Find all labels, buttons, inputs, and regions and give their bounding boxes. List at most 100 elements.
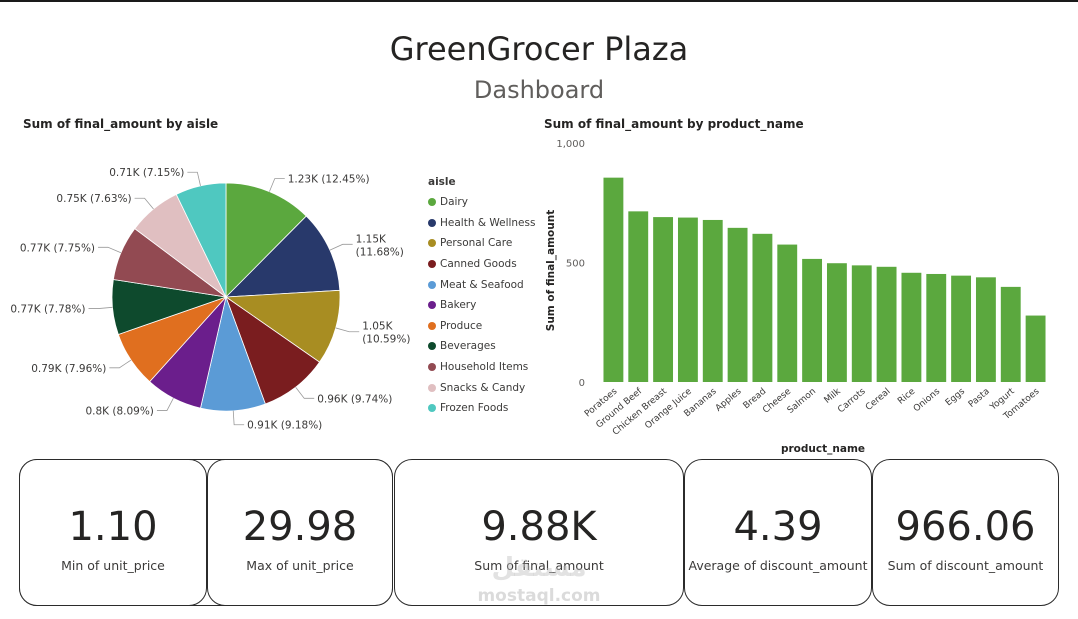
bar-rice xyxy=(901,272,922,382)
bar-chart-title: Sum of final_amount by product_name xyxy=(544,117,804,131)
pie-data-label: 0.71K (7.15%) xyxy=(109,167,184,179)
pie-data-label: 0.77K (7.78%) xyxy=(10,304,85,316)
bar-salmon xyxy=(802,258,823,382)
legend-label: Health & Wellness xyxy=(440,216,536,229)
legend-item-bakery[interactable]: Bakery xyxy=(428,295,535,316)
legend-marker xyxy=(428,301,436,310)
pie-leader-line xyxy=(88,306,113,309)
pie-data-label: 1.15K (11.68%) xyxy=(356,233,404,258)
top-border xyxy=(0,0,1078,2)
legend-marker xyxy=(428,280,436,289)
card-value: 966.06 xyxy=(895,504,1036,550)
x-tick-label: Salmon xyxy=(786,387,818,416)
pie-leader-line xyxy=(98,246,122,254)
legend-item-dairy[interactable]: Dairy xyxy=(428,192,535,213)
legend-marker xyxy=(428,404,436,413)
x-tick-label: Apples xyxy=(714,386,744,413)
pie-leader-line xyxy=(295,386,315,399)
pie-data-label: 0.75K (7.63%) xyxy=(56,193,131,205)
x-tick-label: Milk xyxy=(823,386,844,406)
pie-data-label: 0.8K (8.09%) xyxy=(85,406,153,418)
card-label: Max of unit_price xyxy=(246,558,354,573)
pie-leader-line xyxy=(156,397,174,411)
pie-chart: 1.23K (12.45%) 1.15K (11.68%) 1.05K (10.59%)… xyxy=(10,167,410,432)
card-value: 29.98 xyxy=(242,504,358,550)
bar-chicken-breast xyxy=(653,217,674,382)
legend-marker xyxy=(428,260,436,269)
bar-carrots xyxy=(851,265,872,382)
x-tick-label: Carrots xyxy=(836,386,868,415)
bar-eggs xyxy=(951,275,972,382)
legend-marker xyxy=(428,363,436,372)
y-tick-label: 500 xyxy=(566,259,585,270)
card-sum-discount-amount: 966.06 Sum of discount_amount xyxy=(872,459,1059,606)
y-tick-label: 1,000 xyxy=(556,139,585,150)
y-tick-label: 0 xyxy=(579,378,585,389)
legend-label: Snacks & Candy xyxy=(440,381,526,394)
bar-cereal xyxy=(876,266,897,382)
card-label: Sum of final_amount xyxy=(474,558,604,573)
pie-data-label: 1.23K (12.45%) xyxy=(288,174,370,186)
pie-data-label: 1.05K (10.59%) xyxy=(362,321,410,346)
pie-leader-line xyxy=(329,243,353,251)
pie-leader-line xyxy=(134,197,154,210)
legend-item-beverages[interactable]: Beverages xyxy=(428,336,535,357)
bar-onions xyxy=(926,273,947,382)
pie-slice-dairy xyxy=(225,182,307,298)
page-title: GreenGrocer Plaza xyxy=(389,30,689,68)
bar-cheese xyxy=(777,244,798,382)
x-axis-label: product_name xyxy=(781,443,865,455)
card-label: Average of discount_amount xyxy=(688,558,868,573)
bar-orange-juice xyxy=(677,217,698,382)
legend-label: Frozen Foods xyxy=(440,402,509,415)
card-max-unit-price: 29.98 Max of unit_price xyxy=(207,459,393,606)
card-value: 1.10 xyxy=(68,504,158,550)
legend-marker xyxy=(428,342,436,351)
card-value: 9.88K xyxy=(481,504,597,550)
legend-item-canned-goods[interactable]: Canned Goods xyxy=(428,254,535,275)
pie-chart-title: Sum of final_amount by aisle xyxy=(23,117,219,131)
bar-bread xyxy=(752,233,773,382)
legend-label: Produce xyxy=(440,319,483,332)
legend-item-household-items[interactable]: Household Items xyxy=(428,357,535,378)
pie-data-label: 0.79K (7.96%) xyxy=(31,363,106,375)
pie-data-label: 0.91K (9.18%) xyxy=(247,420,322,432)
bar-ground-beef xyxy=(628,211,649,382)
legend-title: aisle xyxy=(428,176,456,188)
legend-marker xyxy=(428,198,436,207)
legend-item-snacks-and-candy[interactable]: Snacks & Candy xyxy=(428,377,535,398)
bar-milk xyxy=(826,263,847,382)
legend-item-health-and-wellness[interactable]: Health & Wellness xyxy=(428,213,535,234)
card-min-unit-price-front: 1.10 Min of unit_price xyxy=(19,459,207,606)
legend-marker xyxy=(428,383,436,392)
pie-legend: aisle Dairy Health & Wellness Personal Car… xyxy=(428,176,535,419)
legend-label: Beverages xyxy=(440,340,496,353)
legend-marker xyxy=(428,218,436,227)
pie-leader-line xyxy=(335,327,360,333)
pie-slice-personal-care xyxy=(224,289,341,363)
bar-tomatoes xyxy=(1025,315,1046,382)
bar-pasta xyxy=(975,277,996,382)
card-label: Min of unit_price xyxy=(61,558,165,573)
pie-data-label: 0.77K (7.75%) xyxy=(20,242,95,254)
legend-item-personal-care[interactable]: Personal Care xyxy=(428,233,535,254)
legend-item-meat-and-seafood[interactable]: Meat & Seafood xyxy=(428,274,535,295)
legend-marker xyxy=(428,321,436,330)
bar-poratoes xyxy=(603,177,624,382)
legend-label: Personal Care xyxy=(440,237,513,250)
legend-label: Bakery xyxy=(440,299,477,312)
card-label: Sum of discount_amount xyxy=(887,558,1044,573)
pie-data-label: 0.96K (9.74%) xyxy=(317,393,392,405)
y-axis-label: Sum of final_amount xyxy=(545,210,557,331)
legend-item-produce[interactable]: Produce xyxy=(428,316,535,337)
x-tick-label: Cereal xyxy=(864,387,893,413)
x-tick-label: Eggs xyxy=(944,386,967,408)
legend-marker xyxy=(428,239,436,248)
bar-yogurt xyxy=(1000,286,1021,382)
pie-leader-line xyxy=(187,171,201,186)
pie-slice-health-and-wellness xyxy=(224,215,341,298)
legend-item-frozen-foods[interactable]: Frozen Foods xyxy=(428,398,535,419)
pie-leader-line xyxy=(269,178,285,192)
legend-label: Dairy xyxy=(440,196,468,209)
